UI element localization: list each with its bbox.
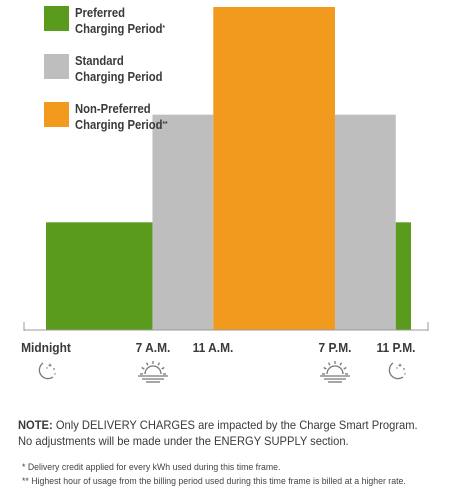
x-tick-label-0: Midnight <box>21 340 71 355</box>
footnote-single: * Delivery credit applied for every kWh … <box>22 462 281 473</box>
legend-label-non-preferred: Non-Preferred Charging Period** <box>75 102 201 133</box>
bar-standard-3 <box>334 114 396 330</box>
legend-label-line1: Standard <box>75 54 124 68</box>
footnote-mark: * <box>162 24 165 32</box>
note-prefix: NOTE: <box>18 418 53 432</box>
footnote-mark: ** <box>162 120 168 128</box>
x-tick-label-2: 11 A.M. <box>192 340 234 355</box>
x-tick-label-4: 11 P.M. <box>376 340 416 355</box>
legend-label-line1: Preferred <box>75 6 126 20</box>
bar-preferred-4 <box>395 222 411 330</box>
note-text: Only <box>52 418 82 432</box>
moon-stars-icon <box>34 360 58 389</box>
legend-label-preferred: Preferred Charging Period* <box>75 6 201 37</box>
sunset-icon <box>319 360 351 389</box>
legend-label-line1: Non-Preferred <box>75 102 151 116</box>
sunrise-icon <box>137 360 169 389</box>
chart-bars <box>46 7 411 330</box>
note-emphasis-delivery: DELIVERY CHARGES <box>81 418 195 432</box>
x-tick-label-3: 7 P.M. <box>318 340 352 355</box>
legend-swatch-preferred <box>44 6 69 31</box>
note-text: are impacted by the Charge Smart Program… <box>18 418 418 448</box>
legend-swatch-standard <box>44 54 69 79</box>
program-note: NOTE: Only DELIVERY CHARGES are impacted… <box>18 417 427 449</box>
note-emphasis-energy: ENERGY SUPPLY <box>214 434 308 448</box>
moon-stars-icon <box>384 360 408 389</box>
footnote-double: ** Highest hour of usage from the billin… <box>22 476 406 487</box>
note-text: section. <box>307 434 349 448</box>
legend-label-line2: Charging Period <box>75 21 163 36</box>
legend-swatch-non-preferred <box>44 102 69 127</box>
bar-preferred-0 <box>46 222 153 330</box>
x-tick-label-1: 7 A.M. <box>135 340 170 355</box>
legend-label-line2: Charging Period <box>75 69 163 84</box>
bar-non-preferred-2 <box>213 7 335 330</box>
legend-label-standard: Standard Charging Period <box>75 54 201 85</box>
bar-standard-1 <box>152 114 214 330</box>
legend-label-line2: Charging Period <box>75 117 163 132</box>
charging-period-chart <box>23 7 429 331</box>
